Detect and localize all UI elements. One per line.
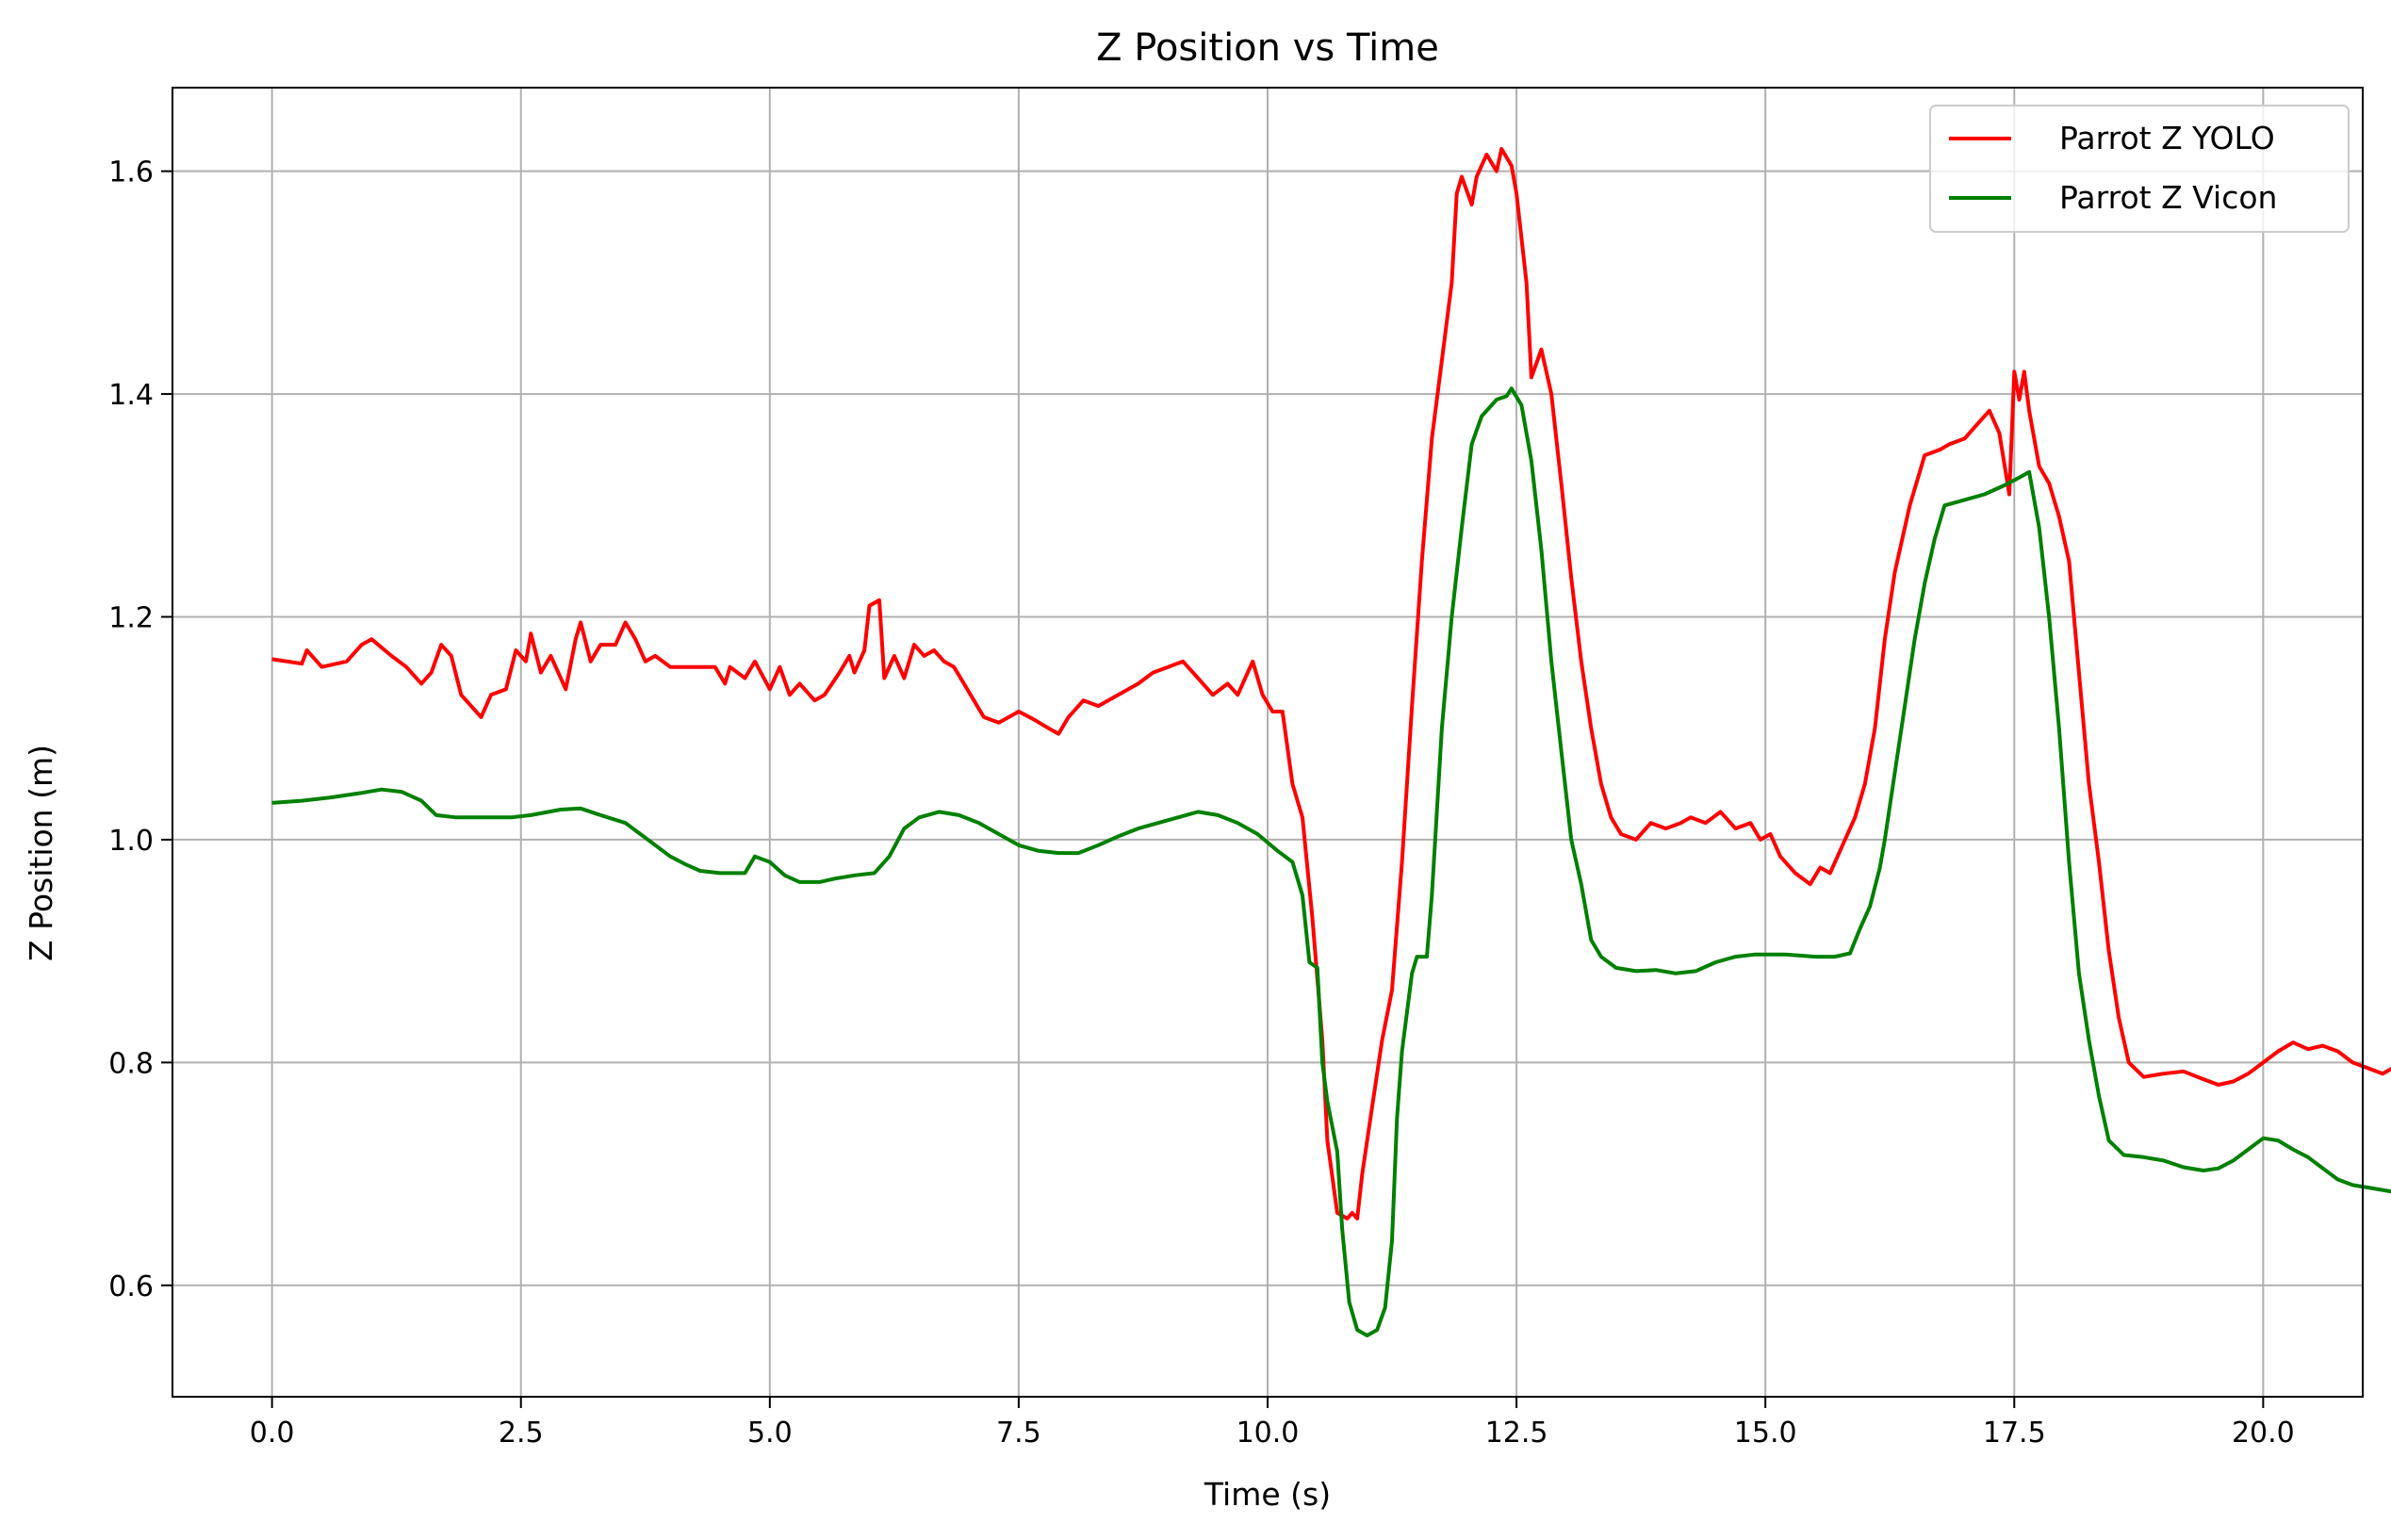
legend-label-1: Parrot Z Vicon <box>2059 179 2277 216</box>
x-tick-label: 7.5 <box>996 1417 1041 1450</box>
legend-label-0: Parrot Z YOLO <box>2059 120 2275 156</box>
x-axis-ticks: 0.0 2.5 5.0 7.5 10.0 12.5 15.0 17.5 20.0 <box>250 1397 2295 1450</box>
y-tick-label: 1.2 <box>108 602 154 635</box>
y-tick-label: 0.8 <box>108 1047 154 1080</box>
legend-items: Parrot Z YOLO Parrot Z Vicon <box>1949 120 2277 216</box>
x-tick-label: 12.5 <box>1485 1417 1548 1450</box>
legend: Parrot Z YOLO Parrot Z Vicon <box>1929 105 2350 233</box>
x-tick-label: 0.0 <box>250 1417 295 1450</box>
grid-lines <box>172 88 2363 1397</box>
y-tick-label: 1.4 <box>108 379 154 412</box>
x-tick-label: 10.0 <box>1236 1417 1300 1450</box>
y-tick-label: 1.0 <box>108 825 154 858</box>
x-tick-label: 15.0 <box>1734 1417 1797 1450</box>
chart-title: Z Position vs Time <box>1096 26 1439 70</box>
x-tick-label: 5.0 <box>747 1417 793 1450</box>
x-tick-label: 17.5 <box>1983 1417 2046 1450</box>
series-line-1 <box>271 386 2391 1337</box>
x-tick-label: 2.5 <box>499 1417 544 1450</box>
legend-box <box>1929 105 2350 233</box>
x-axis-label: Time (s) <box>1204 1476 1331 1513</box>
y-tick-label: 1.6 <box>108 156 154 189</box>
y-tick-label: 0.6 <box>108 1270 154 1303</box>
y-axis-ticks: 0.6 0.8 1.0 1.2 1.4 1.6 <box>108 156 172 1303</box>
x-tick-label: 20.0 <box>2232 1417 2295 1450</box>
series-line-0 <box>271 147 2391 1221</box>
plot-series <box>271 147 2391 1337</box>
y-axis-label: Z Position (m) <box>23 745 59 961</box>
